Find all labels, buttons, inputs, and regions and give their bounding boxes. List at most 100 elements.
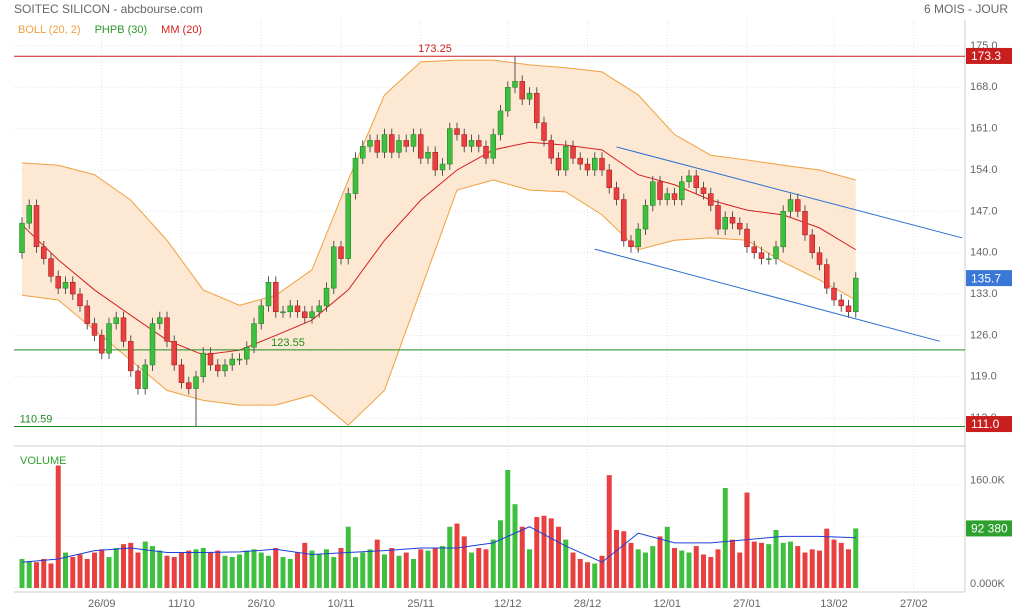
- volume-bar: [92, 552, 97, 588]
- candle-body: [229, 358, 235, 366]
- volume-bar: [751, 541, 757, 588]
- candle-body: [302, 311, 308, 318]
- x-tick-label: 27/01: [733, 598, 761, 610]
- candle-body: [215, 364, 221, 372]
- y-tick-label: 126.0: [970, 329, 998, 341]
- candle-body: [244, 346, 250, 360]
- y-tick-label: 168.0: [970, 81, 998, 93]
- volume-bar: [614, 529, 619, 588]
- candle-body: [664, 193, 670, 200]
- candle-body: [657, 181, 663, 200]
- candle-body: [135, 370, 141, 389]
- candle-body: [280, 311, 286, 314]
- y-tick-label: 0.000K: [970, 578, 1006, 590]
- volume-bar: [142, 541, 148, 588]
- candle-body: [265, 281, 272, 307]
- candle-body: [396, 140, 402, 153]
- candle-body: [454, 128, 460, 135]
- volume-bar: [411, 558, 416, 588]
- moving-average: [21, 141, 857, 356]
- volume-bar: [345, 526, 351, 588]
- candle-body: [497, 110, 504, 135]
- candle-body: [149, 323, 156, 366]
- volume-bar: [374, 539, 380, 588]
- volume-bar: [295, 552, 300, 588]
- volume-bar: [128, 542, 134, 588]
- volume-bar: [846, 549, 851, 588]
- volume-bar: [113, 548, 119, 588]
- candle-body: [773, 246, 779, 259]
- chart-title: SOITEC SILICON - abcbourse.com: [14, 2, 203, 16]
- x-tick-label: 11/10: [168, 598, 195, 610]
- candle-body: [251, 323, 257, 348]
- volume-bar: [744, 492, 750, 588]
- volume-bar: [389, 548, 395, 588]
- volume-bar: [63, 552, 68, 588]
- volume-bar: [766, 544, 772, 588]
- volume-bar: [403, 552, 409, 588]
- candle-body: [374, 140, 380, 153]
- candle-body: [751, 246, 757, 253]
- price-badge: [966, 416, 1012, 433]
- volume-bar: [563, 539, 569, 588]
- volume-bar: [715, 549, 721, 588]
- volume-bar: [454, 523, 460, 588]
- candle-body: [171, 341, 177, 366]
- price-badge-label: 173.3: [971, 49, 1001, 63]
- y-tick-label: 161.0: [970, 123, 998, 135]
- volume-bar: [773, 529, 779, 588]
- volume-bar: [490, 539, 496, 588]
- candle-body: [831, 287, 837, 301]
- volume-bar: [70, 557, 76, 588]
- trendline: [594, 248, 940, 342]
- candle-body: [737, 222, 743, 230]
- price-badge: [966, 270, 1012, 287]
- candle-body: [91, 323, 98, 336]
- candle-body: [722, 217, 728, 230]
- candle-body: [447, 128, 453, 165]
- candle-body: [84, 305, 90, 324]
- price-badge: [966, 47, 1012, 64]
- volume-bar: [838, 542, 844, 588]
- candle-body: [193, 376, 199, 389]
- candle-body: [48, 258, 54, 277]
- y-tick-label: 133.0: [970, 288, 998, 300]
- x-tick-label: 13/02: [820, 598, 848, 610]
- volume-bar: [664, 526, 670, 588]
- volume-bar: [621, 531, 627, 588]
- candle-body: [186, 382, 192, 389]
- candle-body: [816, 252, 823, 265]
- volume-bar: [396, 555, 402, 588]
- volume-bar: [48, 563, 54, 588]
- volume-bar: [469, 552, 474, 588]
- volume-bar: [759, 542, 764, 588]
- volume-bar: [708, 557, 714, 588]
- volume-bar: [512, 504, 518, 588]
- candle-body: [258, 305, 264, 324]
- volume-bar: [251, 549, 257, 588]
- volume-bar: [179, 552, 184, 588]
- candle-body: [802, 211, 808, 236]
- volume-bar: [527, 549, 532, 588]
- candle-body: [599, 157, 605, 171]
- volume-bar: [730, 539, 735, 588]
- price-badge-label: 92 380: [971, 522, 1008, 536]
- volume-bar: [425, 550, 431, 588]
- volume-bar: [150, 546, 155, 588]
- candle-body: [41, 246, 47, 259]
- volume-bar: [541, 515, 547, 588]
- candle-body: [555, 157, 562, 171]
- candle-body: [432, 152, 438, 171]
- bollinger-upper: [21, 59, 856, 306]
- candle-body: [534, 92, 540, 123]
- volume-bar: [476, 548, 482, 588]
- candle-body: [77, 293, 83, 307]
- volume-bar: [440, 546, 445, 588]
- candle-body: [606, 169, 612, 188]
- volume-bar: [824, 528, 830, 588]
- volume-bar: [693, 546, 699, 588]
- volume-bar: [26, 560, 32, 588]
- volume-bar: [505, 469, 511, 588]
- volume-bar: [483, 549, 489, 588]
- volume-bar: [780, 542, 786, 588]
